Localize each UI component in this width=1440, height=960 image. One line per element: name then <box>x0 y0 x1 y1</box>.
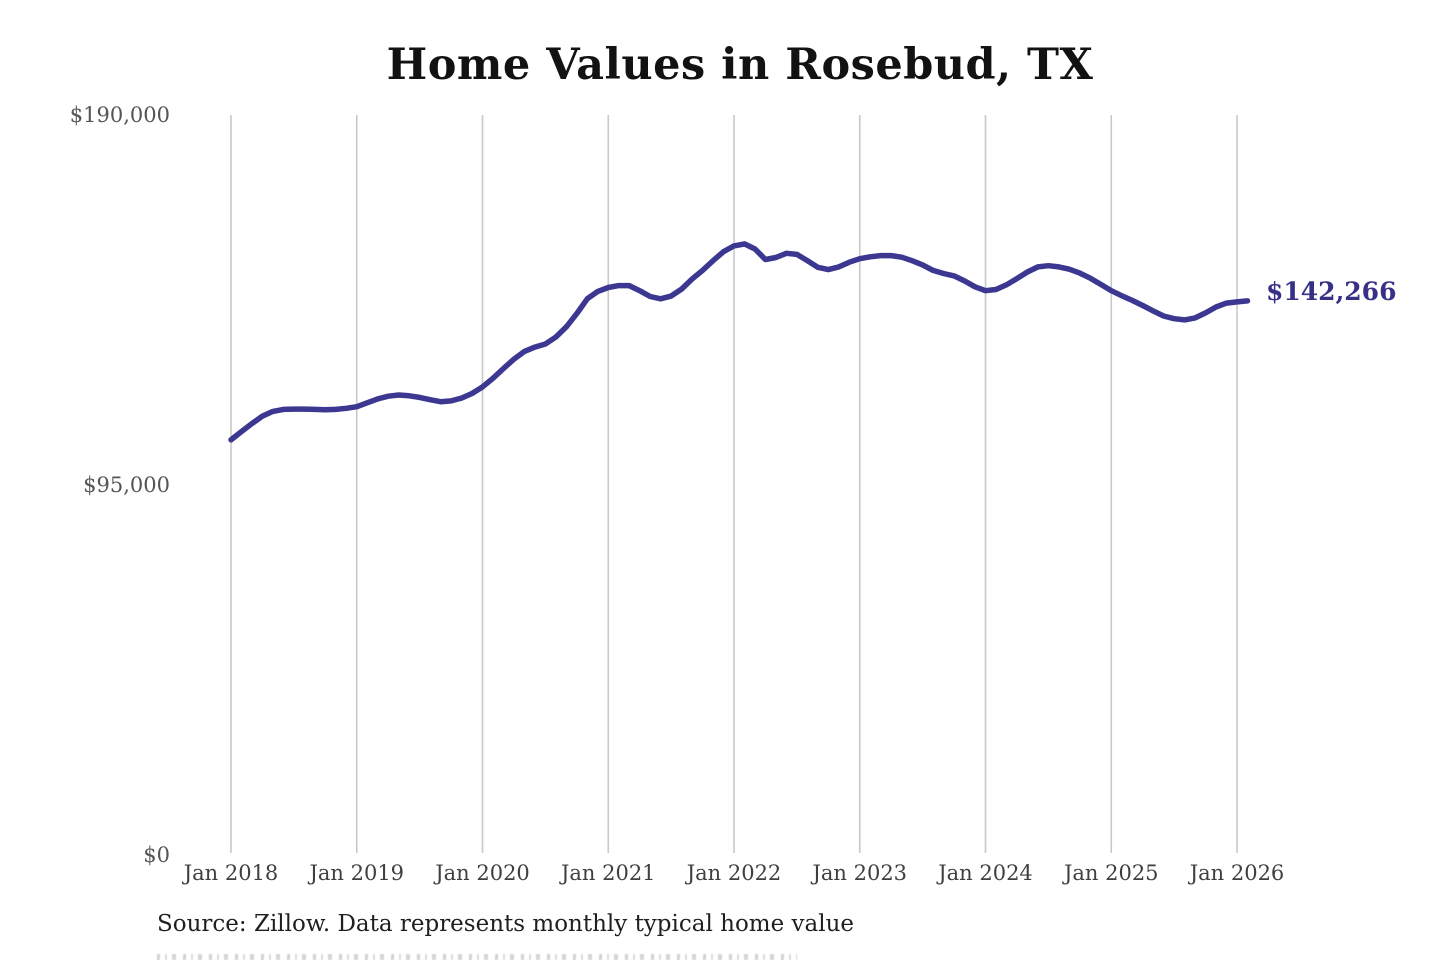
source-caption: Source: Zillow. Data represents monthly … <box>157 911 855 937</box>
y-axis-labels: $190,000 $95,000 $0 <box>70 103 170 867</box>
gridlines <box>230 115 1238 853</box>
x-axis-labels: Jan 2018 Jan 2019 Jan 2020 Jan 2021 Jan … <box>182 861 1285 885</box>
home-value-line <box>228 241 1251 443</box>
x-tick-label: Jan 2020 <box>433 861 530 885</box>
y-tick-label: $0 <box>143 843 170 867</box>
x-tick-label: Jan 2019 <box>307 861 404 885</box>
cutoff-second-caption-line <box>157 954 797 960</box>
x-tick-label: Jan 2022 <box>685 861 782 885</box>
x-tick-label: Jan 2023 <box>810 861 907 885</box>
x-tick-label: Jan 2021 <box>559 861 656 885</box>
y-tick-label: $190,000 <box>70 103 170 127</box>
x-tick-label: Jan 2024 <box>936 861 1033 885</box>
chart-title: Home Values in Rosebud, TX <box>386 40 1094 90</box>
x-tick-label: Jan 2025 <box>1062 861 1159 885</box>
y-tick-label: $95,000 <box>83 473 170 497</box>
x-tick-label: Jan 2018 <box>182 861 279 885</box>
x-tick-label: Jan 2026 <box>1188 861 1285 885</box>
latest-value-label: $142,266 <box>1266 277 1396 306</box>
